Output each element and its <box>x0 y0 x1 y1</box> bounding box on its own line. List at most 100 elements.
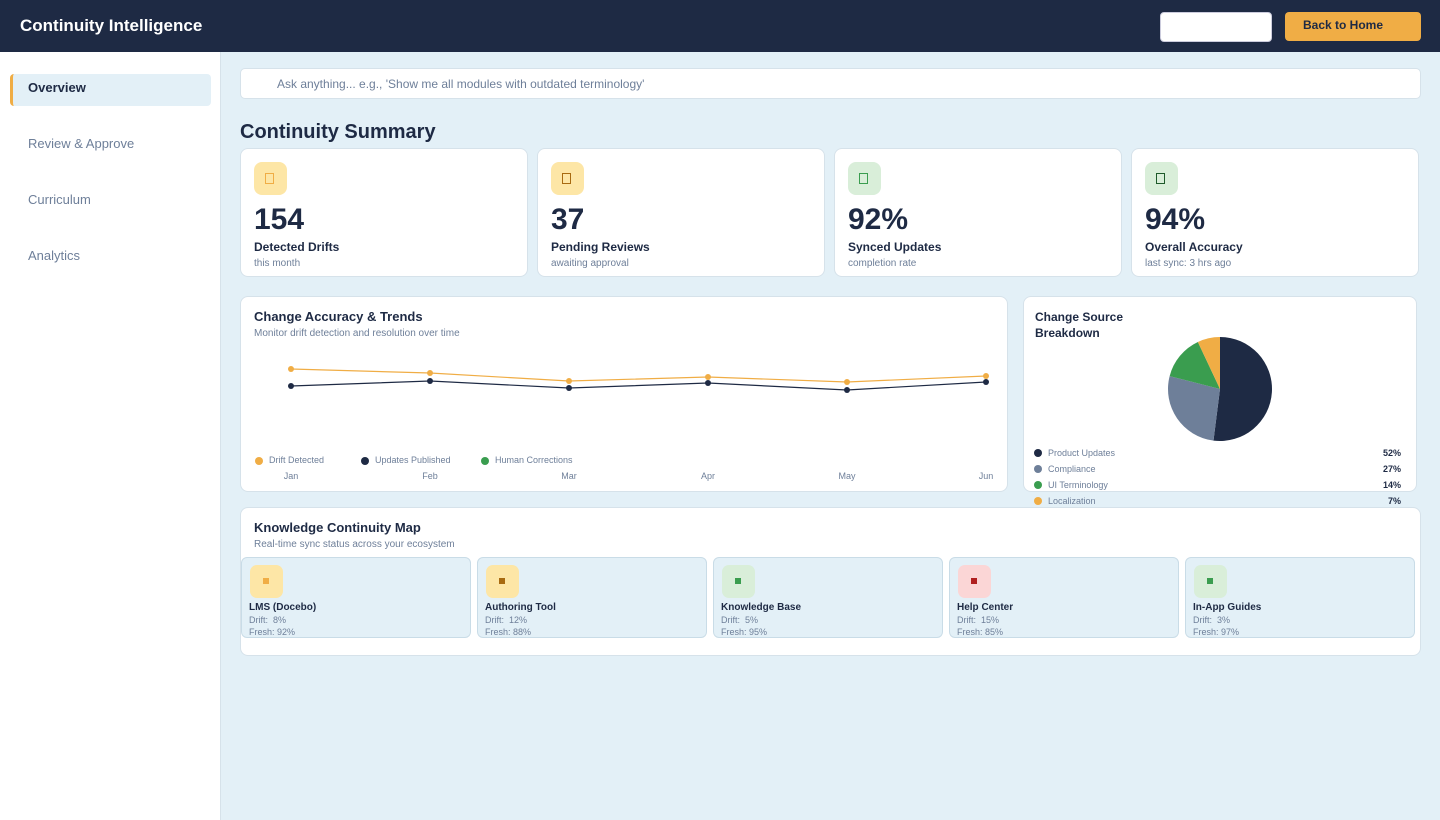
tile-drift: Drift: 12% <box>485 615 528 625</box>
legend-label: Drift Detected <box>269 455 324 465</box>
tile-name: LMS (Docebo) <box>249 602 317 613</box>
x-tick-label: May <box>838 471 856 481</box>
data-point <box>566 385 572 391</box>
blank-button[interactable] <box>1160 12 1272 42</box>
home-button[interactable]: Back to Home <box>1285 12 1421 41</box>
stat-icon <box>1145 162 1178 195</box>
tile-fresh: Fresh: 92% <box>249 627 296 637</box>
x-tick-label: Apr <box>701 471 715 481</box>
icon-glyph <box>1156 173 1165 184</box>
legend-dot <box>361 457 369 465</box>
icon-glyph <box>499 578 505 584</box>
data-point <box>705 374 711 380</box>
value-label: 14% <box>1383 480 1401 490</box>
tile-drift: Drift: 15% <box>957 615 1000 625</box>
chart-subtitle: Monitor drift detection and resolution o… <box>254 328 460 339</box>
pie-slice <box>1197 337 1220 389</box>
tile-name: Knowledge Base <box>721 602 802 613</box>
nav-item[interactable]: Analytics <box>28 248 81 263</box>
map-tile[interactable]: Help Center Drift: 15% Fresh: 85% <box>949 557 1179 638</box>
stat-value: 92% <box>848 203 909 236</box>
icon-glyph <box>1207 578 1213 584</box>
tile-icon <box>250 565 283 598</box>
data-point <box>288 366 294 372</box>
tile-name: In-App Guides <box>1193 602 1262 613</box>
icon-glyph <box>265 173 274 184</box>
legend-dot <box>1034 481 1042 489</box>
stat-sub: this month <box>254 258 301 269</box>
data-point <box>844 379 850 385</box>
data-point <box>566 378 572 384</box>
nav-item[interactable]: Overview <box>10 74 211 106</box>
tile-name: Authoring Tool <box>485 602 556 613</box>
legend-label: Human Corrections <box>495 455 573 465</box>
map-tile[interactable]: Knowledge Base Drift: 5% Fresh: 95% <box>713 557 943 638</box>
legend-label: UI Terminology <box>1048 480 1108 490</box>
icon-glyph <box>263 578 269 584</box>
map-tile[interactable]: LMS (Docebo) Drift: 8% Fresh: 92% <box>241 557 471 638</box>
stat-card: 92% Synced Updates completion rate <box>834 148 1122 277</box>
section-title: Continuity Summary <box>240 121 436 143</box>
map-tile[interactable]: In-App Guides Drift: 3% Fresh: 97% <box>1185 557 1415 638</box>
stat-label: Detected Drifts <box>254 240 340 254</box>
data-point <box>705 380 711 386</box>
line-chart: Jan Feb Mar Apr May Jun Drift Detected Updates … <box>255 366 994 481</box>
data-point <box>288 383 294 389</box>
map-tile[interactable]: Authoring Tool Drift: 12% Fresh: 88% <box>477 557 707 638</box>
x-tick-label: Jun <box>979 471 994 481</box>
data-point <box>427 370 433 376</box>
value-label: 7% <box>1388 496 1401 506</box>
stat-sub: completion rate <box>848 258 917 269</box>
pie-chart: Product Updates 52% Compliance 27% UI Termin… <box>1034 337 1401 506</box>
legend-label: Updates Published <box>375 455 451 465</box>
stat-card: 94% Overall Accuracy last sync: 3 hrs ago <box>1131 148 1419 277</box>
data-point <box>983 379 989 385</box>
app-title: Continuity Intelligence <box>20 16 203 35</box>
icon-glyph <box>859 173 868 184</box>
pie-slice <box>1213 337 1272 441</box>
tile-icon <box>486 565 519 598</box>
icon-glyph <box>735 578 741 584</box>
value-label: 52% <box>1383 448 1401 458</box>
tile-drift: Drift: 5% <box>721 615 759 625</box>
nav-item[interactable]: Curriculum <box>28 192 91 207</box>
map-title: Knowledge Continuity Map <box>254 520 421 535</box>
data-point <box>983 373 989 379</box>
stat-value: 154 <box>254 203 305 236</box>
pie-slice <box>1168 376 1220 441</box>
icon-glyph <box>971 578 977 584</box>
stat-value: 37 <box>551 203 585 236</box>
stat-label: Pending Reviews <box>551 240 650 254</box>
pie-card: Change Source Breakdown Product Updates 5… <box>1023 296 1417 506</box>
nav-item[interactable]: Review & Approve <box>28 136 135 151</box>
stat-icon <box>254 162 287 195</box>
header: Continuity Intelligence Back to Home <box>0 0 1440 52</box>
stat-label: Synced Updates <box>848 240 942 254</box>
data-point <box>427 378 433 384</box>
chart-title: Change Accuracy & Trends <box>254 309 423 324</box>
tile-fresh: Fresh: 95% <box>721 627 768 637</box>
legend-label: Localization <box>1048 496 1096 506</box>
tile-drift: Drift: 3% <box>1193 615 1231 625</box>
icon-glyph <box>562 173 571 184</box>
search-box[interactable]: Ask anything... e.g., 'Show me all modul… <box>240 68 1421 99</box>
tile-fresh: Fresh: 85% <box>957 627 1004 637</box>
tile-icon <box>722 565 755 598</box>
stat-sub: last sync: 3 hrs ago <box>1145 258 1232 269</box>
stat-card: 37 Pending Reviews awaiting approval <box>537 148 825 277</box>
legend-label: Compliance <box>1048 464 1096 474</box>
tile-drift: Drift: 8% <box>249 615 287 625</box>
pie-slice <box>1169 341 1220 389</box>
data-point <box>844 387 850 393</box>
tile-fresh: Fresh: 97% <box>1193 627 1240 637</box>
tile-fresh: Fresh: 88% <box>485 627 532 637</box>
chart-title: Change Source Breakdown <box>1035 310 1124 340</box>
stat-card: 154 Detected Drifts this month <box>240 148 528 277</box>
legend-dot <box>1034 465 1042 473</box>
legend-dot <box>481 457 489 465</box>
sidebar: Overview Review & Approve Curriculum Analyt… <box>0 52 221 820</box>
stat-label: Overall Accuracy <box>1145 240 1243 254</box>
value-label: 27% <box>1383 464 1401 474</box>
series-line <box>290 380 987 391</box>
x-tick-label: Jan <box>284 471 299 481</box>
